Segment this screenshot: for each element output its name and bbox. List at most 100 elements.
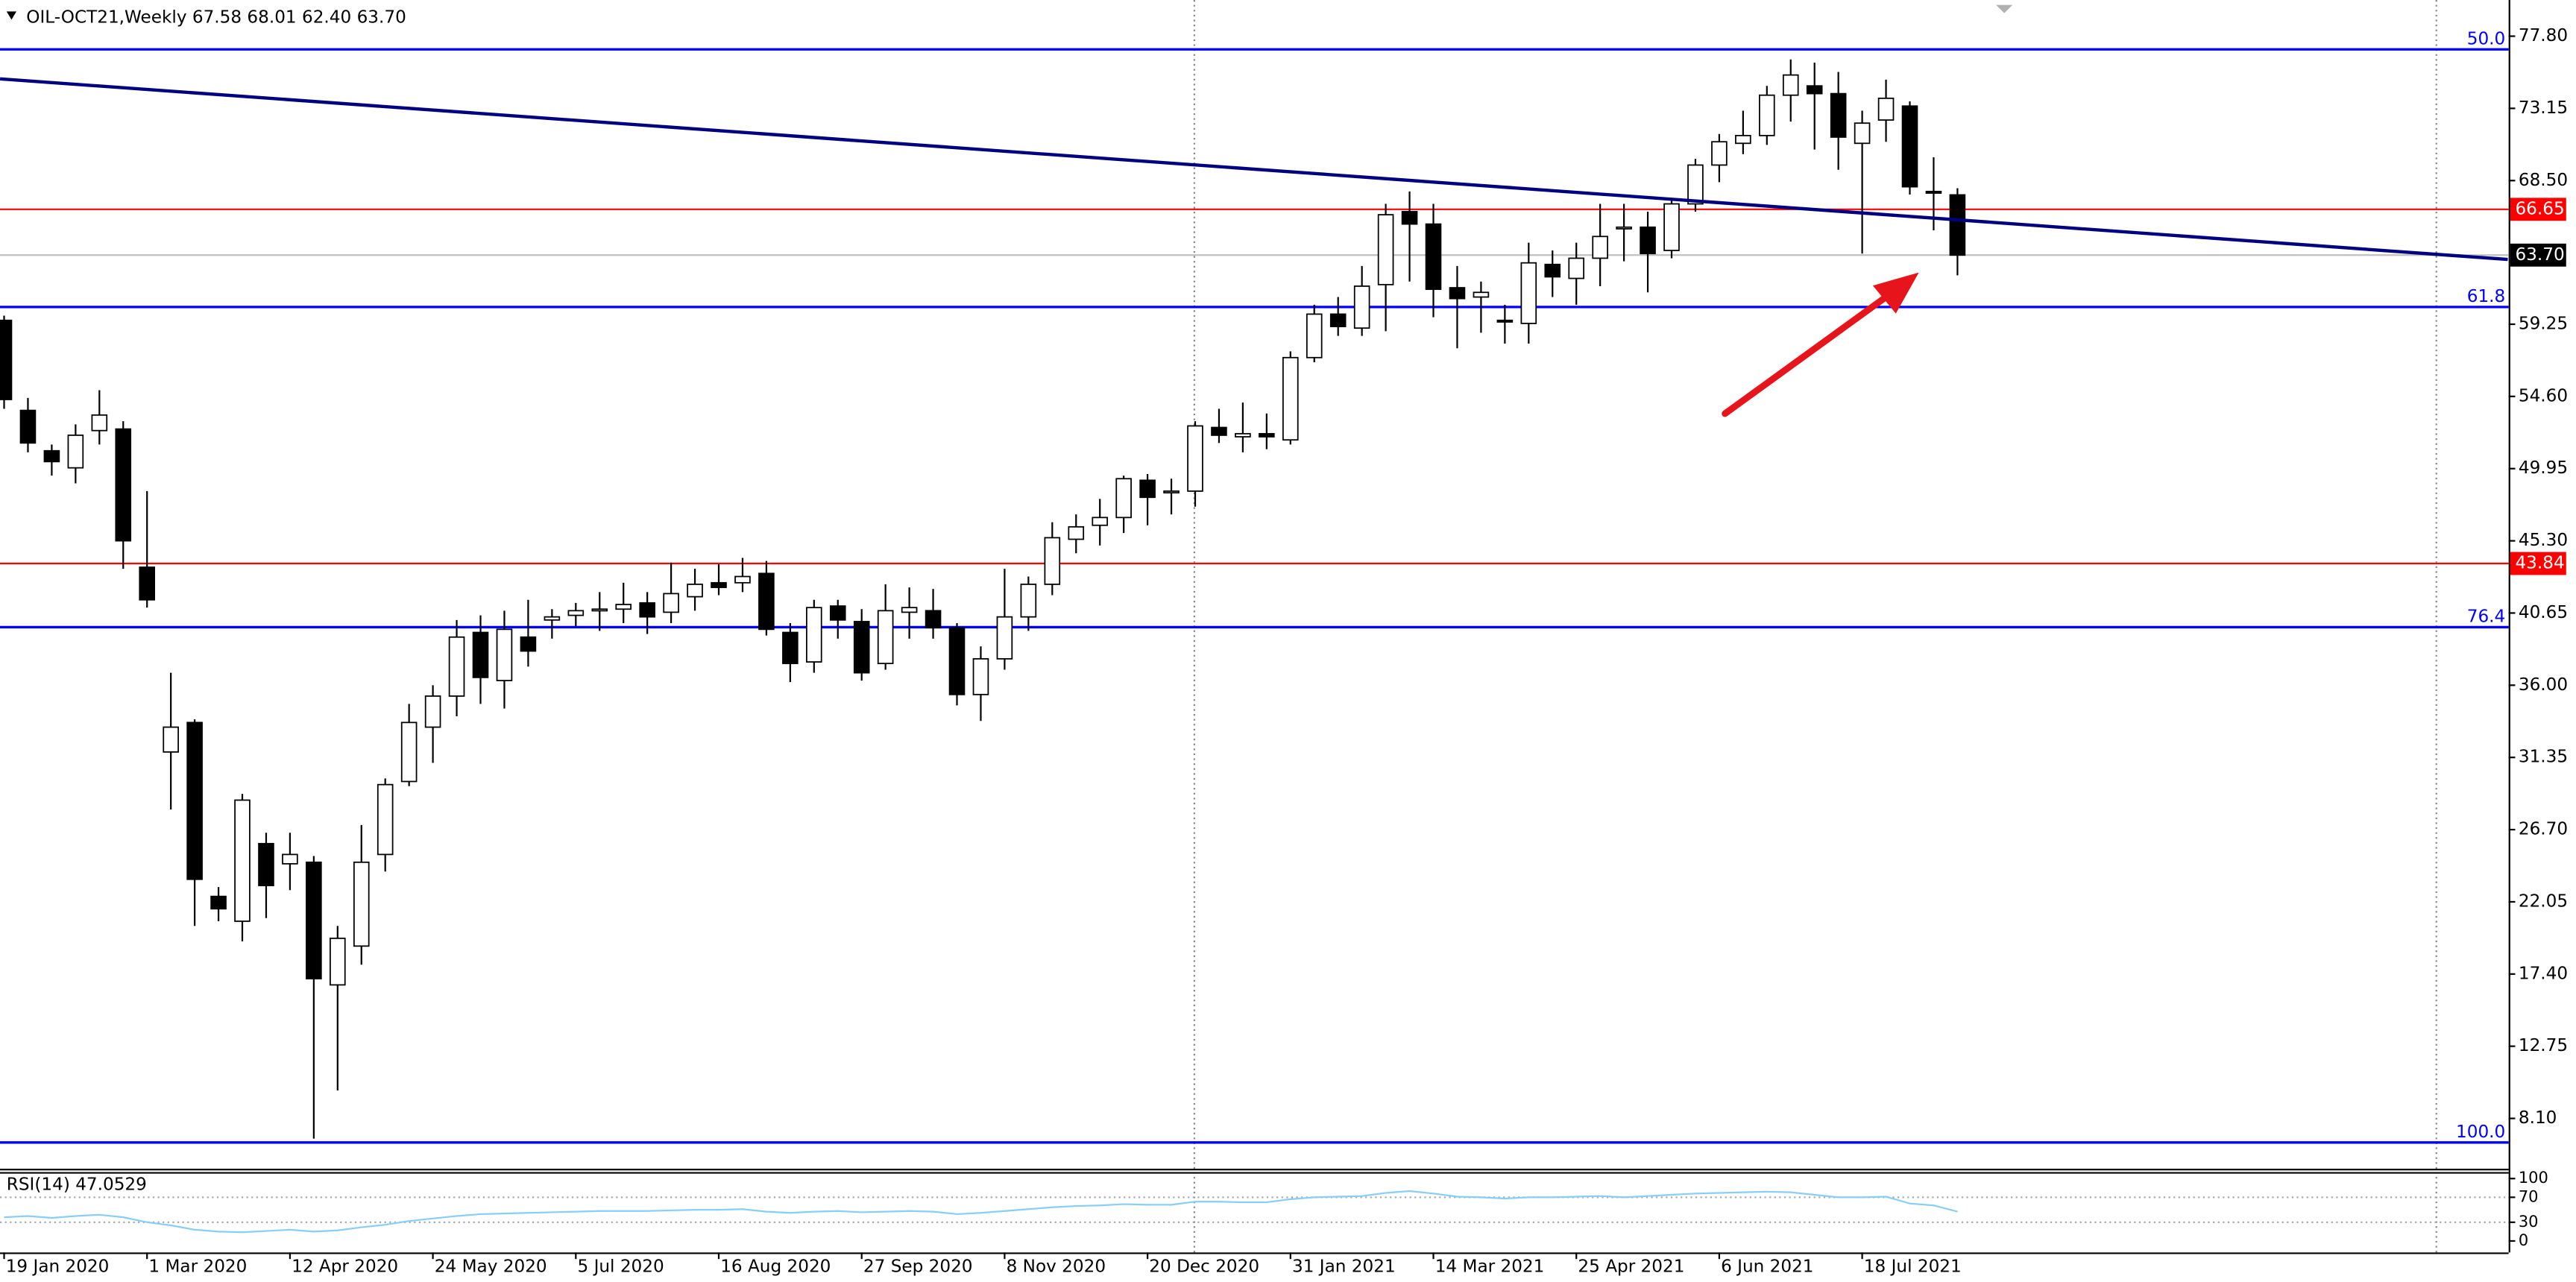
candle-body <box>282 853 298 865</box>
candle-body <box>448 636 465 697</box>
y-tick-label: 12.75 <box>2519 1036 2568 1055</box>
current-price-box <box>2510 243 2566 267</box>
x-tick-label: 20 Dec 2020 <box>1149 1257 1259 1277</box>
candle-body <box>1163 490 1180 494</box>
candle-body <box>734 575 751 584</box>
candle-body <box>1306 313 1323 359</box>
candle-body <box>639 602 655 618</box>
candle-body <box>19 409 37 444</box>
candle-body <box>1949 194 1966 256</box>
candle-body <box>1353 285 1370 329</box>
candle-body <box>925 610 942 629</box>
candle-body <box>1711 141 1728 166</box>
fib-label: 50.0 <box>2467 30 2506 49</box>
candle-body <box>1235 432 1251 438</box>
y-tick-label: 70 <box>2519 1187 2539 1205</box>
candle-body <box>1782 74 1799 96</box>
x-tick-label: 1 Mar 2020 <box>148 1257 247 1277</box>
candle-body <box>877 610 894 665</box>
x-tick-label: 27 Sep 2020 <box>863 1257 973 1277</box>
y-tick-label: 100 <box>2519 1169 2548 1187</box>
candle-body <box>139 566 156 601</box>
candle-body <box>520 636 537 652</box>
candle-body <box>1211 426 1227 436</box>
x-tick-label: 25 Apr 2021 <box>1578 1257 1684 1277</box>
candle-body <box>353 861 370 947</box>
y-tick-label: 40.65 <box>2519 603 2568 622</box>
candle-body <box>1259 432 1275 438</box>
candle-body <box>567 610 585 616</box>
x-tick-label: 5 Jul 2020 <box>578 1257 664 1277</box>
y-tick-label: 54.60 <box>2519 386 2568 405</box>
candle-body <box>1759 94 1775 136</box>
candle-body <box>258 842 274 886</box>
price-label-box <box>2510 552 2566 575</box>
candle-body <box>1068 525 1085 540</box>
candle-body <box>91 414 108 432</box>
candle-body <box>1139 479 1156 499</box>
candle-body <box>1115 478 1132 519</box>
price-label: 43.84 <box>2515 554 2564 573</box>
candle-body <box>1687 164 1704 205</box>
candle-body <box>544 616 561 621</box>
candle-body <box>1806 85 1823 95</box>
candle-body <box>1187 425 1203 492</box>
candle-body <box>687 584 703 598</box>
indicator-line <box>4 1190 1958 1234</box>
candle-body <box>1282 356 1299 441</box>
arrow-shaft <box>1722 288 1896 417</box>
price-label: 66.65 <box>2515 199 2564 218</box>
candle-body <box>0 319 13 400</box>
chart-title: OIL-OCT21,Weekly 67.58 68.01 62.40 63.70 <box>26 8 406 28</box>
y-tick-label: 59.25 <box>2519 314 2568 333</box>
trendline <box>0 77 2508 262</box>
candle-body <box>758 572 775 631</box>
candle-body <box>615 604 632 610</box>
y-tick-label: 22.05 <box>2519 891 2568 911</box>
y-tick-label: 73.15 <box>2519 98 2568 118</box>
price-label-box <box>2510 198 2566 221</box>
candle-body <box>1663 203 1680 251</box>
candle-body <box>115 428 132 542</box>
candle-body <box>1377 214 1394 285</box>
candle-body <box>996 616 1013 660</box>
candle-body <box>782 631 799 665</box>
x-tick-label: 24 May 2020 <box>435 1257 547 1277</box>
y-tick-label: 49.95 <box>2519 458 2568 478</box>
y-tick-label: 30 <box>2519 1213 2539 1231</box>
fib-label: 61.8 <box>2467 287 2506 306</box>
candle-body <box>1425 223 1442 290</box>
candle-body <box>210 895 227 910</box>
candle-body <box>1044 537 1061 585</box>
candle-body <box>400 721 418 783</box>
candle-body <box>1473 291 1490 298</box>
candle-body <box>186 721 203 880</box>
fib-label: 100.0 <box>2456 1122 2505 1142</box>
candle-body <box>234 799 251 922</box>
plot-area: 77.80 73.15 68.50 59.25 54.60 49.95 45.30 40.65… <box>0 26 2568 1277</box>
y-tick-label: 45.30 <box>2519 531 2568 550</box>
candle-body <box>472 631 489 678</box>
shift-marker <box>1996 4 2013 13</box>
x-tick-label: 12 Apr 2020 <box>292 1257 398 1277</box>
candle-body <box>306 861 322 979</box>
candle-body <box>1496 319 1514 323</box>
y-tick-label: 31.35 <box>2519 748 2568 767</box>
candle-body <box>1449 287 1466 300</box>
candle-body <box>1592 236 1608 259</box>
x-tick-label: 18 Jul 2021 <box>1864 1257 1962 1277</box>
candle-body <box>948 627 966 695</box>
arrow-head <box>1872 272 1919 314</box>
candle-body <box>43 449 60 463</box>
candle-body <box>1544 263 1561 278</box>
candle-body <box>1520 262 1537 324</box>
y-tick-label: 26.70 <box>2519 820 2568 839</box>
candle-body <box>496 628 513 681</box>
candle-body <box>972 658 989 695</box>
candle-body <box>711 581 727 588</box>
candle-body <box>1401 211 1418 225</box>
fib-label: 76.4 <box>2467 607 2506 627</box>
